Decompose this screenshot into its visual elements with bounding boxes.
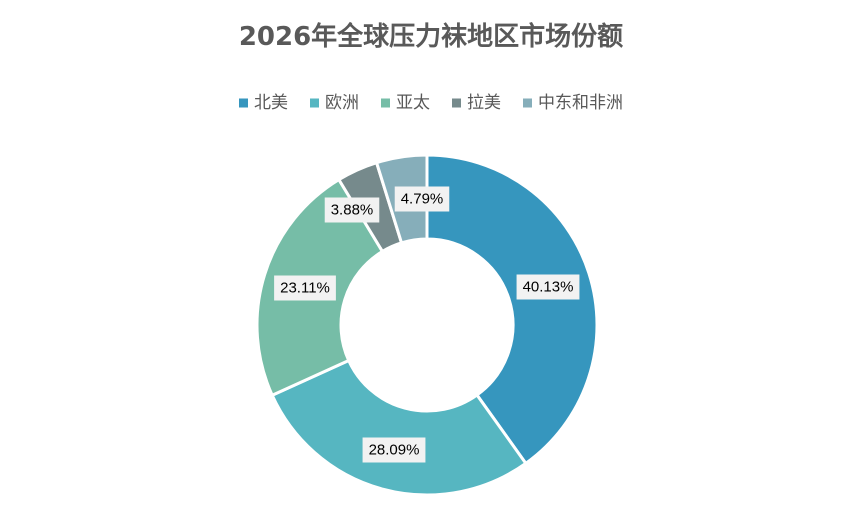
data-labels: 40.13% 28.09% 23.11% 3.88% 4.79% — [274, 186, 580, 463]
legend-item-3: 亚太 — [381, 93, 430, 113]
legend-swatch — [523, 98, 532, 108]
legend-item-4: 拉美 — [452, 93, 501, 113]
data-label-3: 23.11% — [274, 275, 336, 301]
data-label-text: 28.09% — [369, 442, 420, 459]
data-label-box — [516, 274, 580, 300]
data-label-1: 40.13% — [516, 274, 580, 300]
donut-slice-2 — [270, 358, 528, 497]
data-label-box — [362, 437, 426, 463]
legend-label: 亚太 — [396, 93, 430, 113]
legend-label: 欧洲 — [325, 93, 359, 113]
legend-item-1: 北美 — [239, 93, 288, 113]
data-label-text: 4.79% — [401, 191, 444, 208]
legend-swatch — [310, 98, 319, 108]
donut-slices — [255, 153, 599, 497]
data-label-box — [274, 275, 336, 301]
data-label-2: 28.09% — [362, 437, 426, 463]
legend-swatch — [381, 98, 390, 108]
legend-item-5: 中东和非洲 — [523, 93, 623, 113]
legend-swatch — [452, 98, 461, 108]
legend-label: 拉美 — [467, 93, 501, 113]
donut-slice-1 — [425, 153, 599, 466]
legend-item-2: 欧洲 — [310, 93, 359, 113]
chart-legend: 北美 欧洲 亚太 拉美 中东和非洲 — [239, 93, 623, 113]
legend-label: 北美 — [254, 93, 288, 113]
legend-swatch — [239, 98, 248, 108]
data-label-box — [324, 197, 380, 223]
chart-title: 2026年全球压力袜地区市场份额 — [239, 21, 623, 52]
data-label-4: 3.88% — [324, 197, 380, 223]
data-label-5: 4.79% — [394, 186, 450, 212]
data-label-text: 23.11% — [280, 280, 330, 297]
data-label-box — [394, 186, 450, 212]
legend-label: 中东和非洲 — [538, 93, 623, 113]
data-label-text: 3.88% — [331, 202, 374, 219]
data-label-text: 40.13% — [523, 279, 574, 296]
